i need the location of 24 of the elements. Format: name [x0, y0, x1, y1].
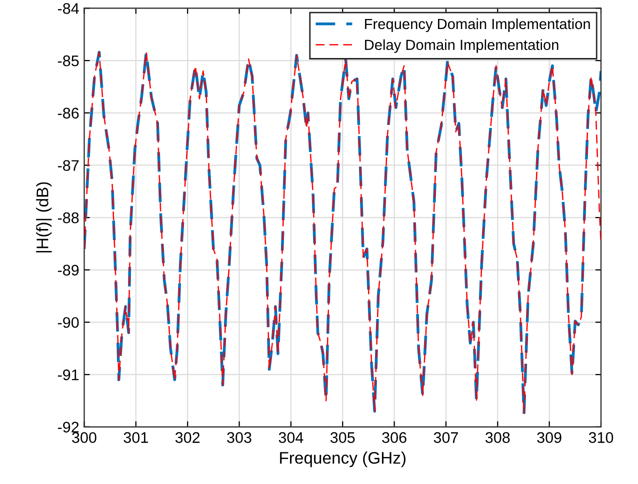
x-tick-label: 305 — [330, 432, 355, 443]
y-tick-label: -89 — [58, 264, 79, 276]
x-axis-title: Frequency (GHz) — [280, 452, 406, 468]
y-axis-title: |H(f)| (dB) — [36, 182, 52, 252]
y-tick-label: -85 — [58, 55, 79, 66]
x-tick-label: 308 — [485, 432, 510, 443]
x-tick-label: 304 — [278, 432, 304, 443]
y-tick-label: -87 — [58, 160, 79, 171]
x-tick-label: 303 — [227, 432, 252, 443]
x-tick-label: 307 — [434, 432, 458, 443]
y-tick-label: -88 — [58, 212, 79, 224]
x-tick-label: 309 — [537, 432, 562, 443]
x-tick-label: 306 — [382, 432, 406, 443]
y-tick-label: -92 — [58, 422, 79, 433]
x-tick-label: 300 — [72, 432, 96, 443]
y-tick-label: -91 — [58, 369, 79, 380]
x-tick-label: 301 — [124, 432, 148, 443]
x-tick-label: 310 — [588, 432, 614, 443]
x-tick-label: 302 — [175, 432, 200, 443]
legend-label: Frequency Domain Implementation — [365, 18, 590, 32]
y-tick-label: -86 — [58, 108, 79, 119]
y-tick-label: -84 — [58, 3, 79, 14]
legend-label: Delay Domain Implementation — [365, 39, 558, 53]
y-tick-label: -90 — [58, 317, 79, 328]
